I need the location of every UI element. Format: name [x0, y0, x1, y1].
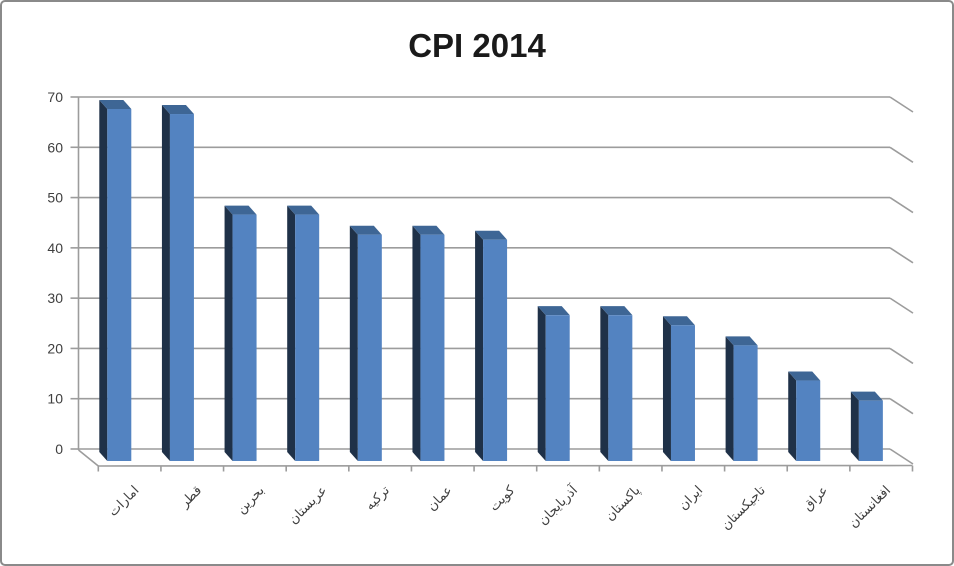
- x-axis-category-label-6: عمان: [425, 483, 456, 514]
- bar-2-side-face: [161, 105, 170, 461]
- bar-6-top-face: [412, 225, 445, 235]
- y-axis-label-20: 20: [47, 340, 63, 356]
- bar-12-top-face: [788, 371, 821, 381]
- y-axis-label-50: 50: [47, 190, 63, 206]
- x-axis-category-label-3: بحرین: [234, 483, 268, 517]
- bar-9-top-face: [600, 306, 633, 316]
- bar-2-top-face: [161, 105, 194, 115]
- bar-8-top-face: [537, 306, 570, 316]
- bar-11[interactable]: [725, 336, 758, 461]
- x-axis-category-label-9: پاکستان: [603, 483, 644, 524]
- bar-7-front-face: [483, 239, 508, 461]
- bar-13-top-face: [850, 391, 883, 401]
- bar-5-front-face: [357, 234, 382, 461]
- bar-5[interactable]: [349, 225, 382, 461]
- gridline-depth-tail-30: [889, 297, 914, 314]
- bar-8[interactable]: [537, 306, 570, 461]
- gridline-depth-tail-70: [889, 96, 914, 113]
- bar-6-side-face: [412, 225, 421, 461]
- bar-1-side-face: [99, 99, 108, 462]
- bar-3-front-face: [232, 214, 257, 461]
- bar-13-front-face: [858, 400, 883, 461]
- x-axis-category-label-2: قطر: [177, 483, 205, 511]
- bar-4-front-face: [295, 214, 320, 461]
- x-axis-category-label-1: امارات: [106, 483, 143, 520]
- bar-10-front-face: [670, 325, 695, 461]
- bar-6-front-face: [420, 234, 445, 461]
- gridline-depth-tail-10: [889, 398, 914, 415]
- bar-2-front-face: [169, 114, 194, 461]
- y-axis-label-30: 30: [47, 290, 63, 306]
- bar-11-side-face: [725, 336, 734, 461]
- bar-5-side-face: [349, 225, 358, 461]
- bar-10-top-face: [662, 316, 695, 326]
- x-axis-category-label-13: افغانستان: [846, 483, 894, 531]
- bar-12-front-face: [796, 380, 821, 461]
- axes-layer: [70, 96, 914, 472]
- x-axis-labels-layer: امارات قطر بحرین عربستان ترکیه عمان کویت آذربای…: [106, 481, 894, 533]
- bar-6[interactable]: [412, 225, 445, 461]
- y-axis-label-10: 10: [47, 391, 63, 407]
- gridline-depth-tail-40: [889, 247, 914, 264]
- y-axis-labels-layer: 0 10 20 30 40 50 60 70: [47, 89, 63, 457]
- chart-title: CPI 2014: [408, 27, 546, 64]
- floor-left-edge: [77, 449, 99, 467]
- bar-11-front-face: [733, 345, 758, 461]
- bar-2[interactable]: [161, 105, 194, 461]
- gridline-depth-tail-50: [889, 196, 914, 214]
- bar-1-front-face: [107, 108, 132, 462]
- bar-12[interactable]: [788, 371, 821, 461]
- bar-10[interactable]: [662, 316, 695, 461]
- bar-8-side-face: [537, 306, 546, 461]
- bar-7-top-face: [475, 230, 508, 240]
- bar-1[interactable]: [99, 99, 132, 462]
- bar-8-front-face: [545, 315, 570, 461]
- bar-7[interactable]: [475, 230, 508, 461]
- bar-3-side-face: [224, 205, 233, 461]
- y-axis-label-0: 0: [55, 441, 63, 457]
- floor-front-edge: [98, 464, 913, 467]
- x-axis-category-label-7: کویت: [487, 483, 519, 515]
- gridline-depth-tail-0: [889, 448, 914, 465]
- bar-3[interactable]: [224, 205, 257, 461]
- bar-3-top-face: [224, 205, 257, 215]
- bar-9-front-face: [608, 315, 633, 461]
- y-axis-label-40: 40: [47, 240, 63, 256]
- bar-13[interactable]: [850, 391, 883, 461]
- y-axis-label-60: 60: [47, 139, 63, 155]
- bar-1-top-face: [99, 99, 132, 109]
- bars-layer: [99, 99, 883, 462]
- bar-9-side-face: [600, 306, 609, 461]
- bar-5-top-face: [349, 225, 382, 235]
- x-axis-category-label-8: آذربایجان: [534, 481, 581, 528]
- x-axis-category-label-10: ایران: [676, 483, 706, 513]
- y-axis-label-70: 70: [47, 89, 63, 105]
- x-axis-category-label-4: عربستان: [286, 483, 330, 527]
- bar-12-side-face: [788, 371, 797, 461]
- bar-4-side-face: [287, 205, 296, 461]
- bar-11-top-face: [725, 336, 758, 346]
- bar-4[interactable]: [287, 205, 320, 461]
- bar-10-side-face: [662, 316, 671, 461]
- x-axis-category-label-11: تاجیکستان: [719, 483, 769, 533]
- bar-13-side-face: [850, 391, 859, 461]
- bar-7-side-face: [475, 230, 484, 461]
- gridline-depth-tail-20: [889, 347, 914, 365]
- x-axis-category-label-12: عراق: [800, 483, 831, 514]
- bar-9[interactable]: [600, 306, 633, 461]
- bar-4-top-face: [287, 205, 320, 215]
- gridline-depth-tail-60: [889, 146, 914, 163]
- x-axis-category-label-5: ترکیه: [363, 483, 394, 514]
